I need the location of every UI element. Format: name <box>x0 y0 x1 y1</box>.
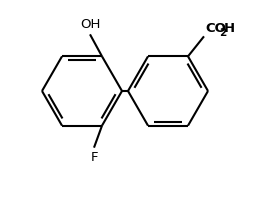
Text: 2: 2 <box>219 28 226 38</box>
Text: H: H <box>224 22 235 35</box>
Text: OH: OH <box>80 18 100 31</box>
Text: CO: CO <box>205 22 226 35</box>
Text: F: F <box>90 151 98 164</box>
